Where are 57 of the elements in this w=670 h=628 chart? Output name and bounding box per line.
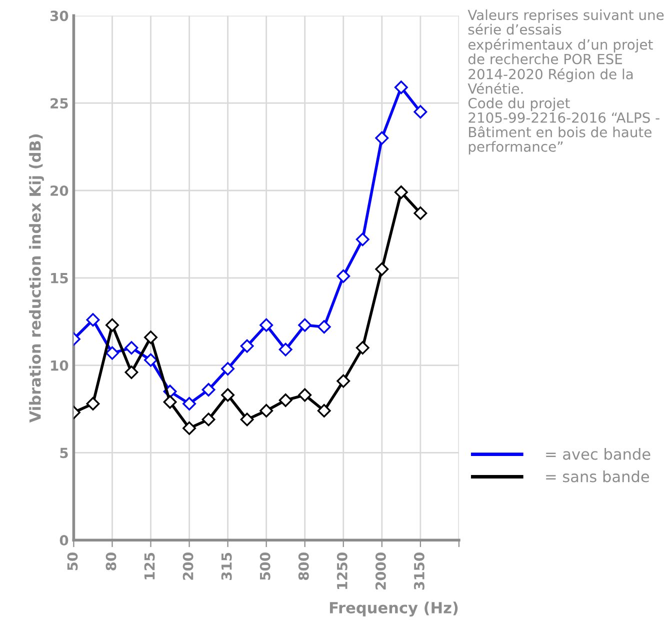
point xyxy=(202,383,216,396)
y-tick-label: 20 xyxy=(50,185,68,196)
point xyxy=(240,339,254,353)
point xyxy=(86,313,100,327)
y-axis-title: Vibration reduction index Kij (dB) xyxy=(29,134,44,423)
point xyxy=(260,318,274,332)
point xyxy=(221,362,235,376)
point xyxy=(336,374,350,388)
point xyxy=(375,262,389,276)
x-tick-label: 500 xyxy=(260,552,270,580)
x-tick-label: 1250 xyxy=(336,552,348,589)
point xyxy=(105,318,119,332)
legend-label: = sans bande xyxy=(546,470,650,482)
point xyxy=(105,346,119,360)
point xyxy=(414,206,428,220)
point xyxy=(356,232,370,246)
point xyxy=(278,342,292,356)
y-tick-label: 0 xyxy=(60,535,68,546)
point xyxy=(298,388,312,402)
point xyxy=(317,404,331,418)
point xyxy=(182,421,196,435)
x-tick-label: 315 xyxy=(221,552,232,580)
x-tick-label: 3150 xyxy=(414,552,424,590)
point xyxy=(124,341,138,355)
point xyxy=(182,397,196,410)
legend-label: = avec bande xyxy=(546,448,650,460)
point xyxy=(240,412,254,426)
point xyxy=(336,269,350,283)
point xyxy=(260,404,274,418)
point xyxy=(394,186,408,199)
point xyxy=(144,330,158,344)
point xyxy=(124,366,138,380)
x-tick-label: 50 xyxy=(67,552,78,570)
point xyxy=(394,80,408,94)
y-tick-label: 15 xyxy=(51,273,68,284)
point xyxy=(86,397,100,410)
x-axis-title: Frequency (Hz) xyxy=(330,602,458,617)
y-tick-label: 10 xyxy=(51,360,68,371)
x-tick-label: 800 xyxy=(298,552,309,580)
x-tick-label: 125 xyxy=(144,552,155,580)
text: Valeurs reprises suivant une série d’essais expérimentaux d’un projet de recherche POR ESE 2014-2020 Région de la Vénétie. Code du projet 2105-99-2216-2016 “ALPS - Bâtiment en bois de haute performance” xyxy=(468,9,664,155)
x-tick-label: 2000 xyxy=(375,552,386,590)
point xyxy=(221,388,235,402)
x-tick-label: 200 xyxy=(182,552,194,580)
point xyxy=(202,412,216,426)
point xyxy=(414,105,428,119)
point xyxy=(163,395,177,409)
point xyxy=(375,131,389,145)
y-tick-label: 30 xyxy=(50,10,68,22)
point xyxy=(356,341,370,355)
y-tick-label: 25 xyxy=(50,98,68,109)
x-tick-label: 80 xyxy=(106,552,116,570)
point xyxy=(144,353,158,367)
point xyxy=(298,318,312,332)
y-tick-label: 5 xyxy=(60,448,68,458)
point xyxy=(317,320,331,334)
point xyxy=(278,394,292,407)
